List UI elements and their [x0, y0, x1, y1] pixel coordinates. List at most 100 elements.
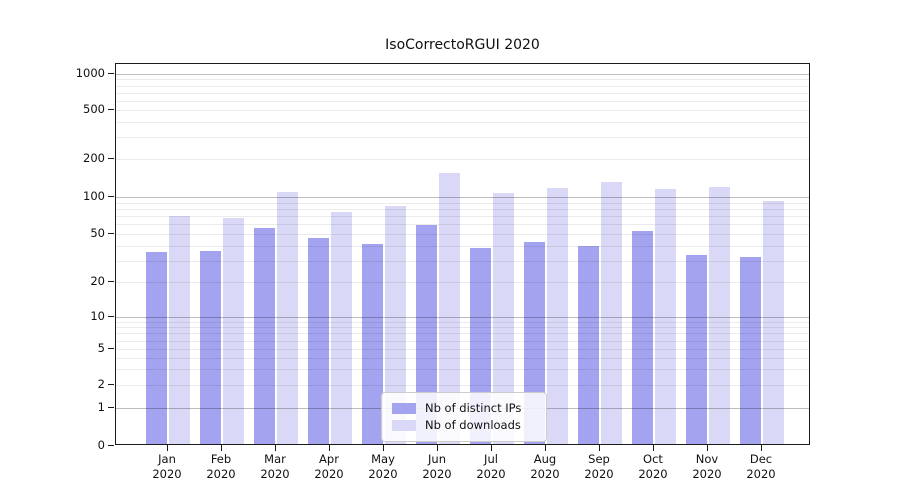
bar-downloads-may — [385, 206, 406, 444]
gridline-y-800 — [116, 85, 809, 87]
gridline-y-100 — [116, 197, 809, 198]
bar-ips-sep — [578, 246, 599, 444]
x-tick-label-dec: Dec 2020 — [746, 452, 776, 481]
bar-downloads-jan — [169, 215, 190, 444]
x-tick-label-apr: Apr 2020 — [314, 452, 344, 481]
y-tick-50 — [108, 232, 114, 234]
y-tick-label-100: 100 — [83, 189, 105, 203]
legend-label-distinct-ips: Nb of distinct IPs — [425, 401, 522, 415]
x-tick-label-jun: Jun 2020 — [422, 452, 452, 481]
gridline-y-200 — [116, 159, 809, 160]
bar-ips-jan — [146, 252, 167, 444]
y-tick-100 — [108, 195, 114, 197]
x-tick-oct — [652, 445, 654, 451]
bar-ips-mar — [254, 227, 275, 444]
gridline-y-5 — [116, 349, 809, 350]
gridline-y-10 — [116, 317, 809, 318]
bar-downloads-feb — [223, 218, 244, 444]
x-tick-label-jan: Jan 2020 — [152, 452, 182, 481]
y-tick-label-0: 0 — [97, 438, 105, 452]
bar-downloads-jun — [439, 172, 460, 444]
x-tick-feb — [220, 445, 222, 451]
bar-downloads-jul — [493, 193, 514, 444]
y-tick-20 — [108, 280, 114, 282]
gridline-y-70 — [116, 216, 809, 218]
gridline-y-30 — [116, 260, 809, 262]
gridline-y-20 — [116, 282, 809, 283]
bar-downloads-oct — [655, 188, 676, 444]
y-tick-label-200: 200 — [83, 151, 105, 165]
x-tick-label-aug: Aug 2020 — [530, 452, 560, 481]
x-tick-aug — [544, 445, 546, 451]
gridline-y-50 — [116, 234, 809, 235]
legend-swatch-distinct-ips — [392, 402, 416, 414]
y-tick-label-2: 2 — [97, 377, 105, 391]
y-tick-label-50: 50 — [90, 226, 105, 240]
x-tick-label-nov: Nov 2020 — [692, 452, 722, 481]
x-tick-label-feb: Feb 2020 — [206, 452, 236, 481]
bar-ips-jun — [416, 225, 437, 444]
bar-ips-dec — [740, 257, 761, 444]
legend-label-downloads: Nb of downloads — [425, 418, 521, 432]
x-tick-jul — [490, 445, 492, 451]
bar-ips-may — [362, 243, 383, 444]
bar-downloads-dec — [763, 201, 784, 444]
y-tick-label-5: 5 — [97, 341, 105, 355]
gridline-y-90 — [116, 202, 809, 204]
x-tick-label-may: May 2020 — [368, 452, 398, 481]
x-tick-sep — [598, 445, 600, 451]
bar-downloads-mar — [277, 192, 298, 444]
gridline-y-900 — [116, 79, 809, 81]
bar-downloads-sep — [601, 181, 622, 444]
y-tick-1 — [108, 406, 114, 408]
gridline-y-700 — [116, 92, 809, 94]
gridline-y-60 — [116, 224, 809, 226]
y-tick-label-10: 10 — [90, 309, 105, 323]
gridline-y-1000 — [116, 74, 809, 75]
legend-item-downloads: Nb of downloads — [392, 417, 536, 433]
gridline-y-400 — [116, 121, 809, 123]
bar-ips-nov — [686, 255, 707, 444]
bar-ips-oct — [632, 230, 653, 444]
legend-swatch-downloads — [392, 419, 416, 431]
y-tick-0 — [108, 444, 114, 446]
gridline-y-500 — [116, 110, 809, 111]
x-tick-dec — [760, 445, 762, 451]
gridline-y-8 — [116, 327, 809, 329]
x-tick-label-sep: Sep 2020 — [584, 452, 614, 481]
x-tick-label-jul: Jul 2020 — [476, 452, 506, 481]
gridline-y-40 — [116, 245, 809, 247]
gridline-y-80 — [116, 208, 809, 210]
gridline-y-3 — [116, 369, 809, 371]
gridline-y-4 — [116, 357, 809, 359]
bar-downloads-aug — [547, 187, 568, 444]
plot-area — [115, 63, 810, 445]
legend: Nb of distinct IPs Nb of downloads — [381, 392, 547, 442]
x-tick-label-mar: Mar 2020 — [260, 452, 290, 481]
bar-downloads-apr — [331, 211, 352, 444]
gridline-y-600 — [116, 100, 809, 102]
x-tick-jun — [436, 445, 438, 451]
x-tick-may — [382, 445, 384, 451]
bar-ips-apr — [308, 237, 329, 444]
gridline-y-2 — [116, 385, 809, 386]
y-tick-label-20: 20 — [90, 274, 105, 288]
y-tick-label-500: 500 — [83, 102, 105, 116]
y-tick-200 — [108, 157, 114, 159]
y-tick-1000 — [108, 72, 114, 74]
y-tick-5 — [108, 347, 114, 349]
y-tick-2 — [108, 383, 114, 385]
y-tick-label-1000: 1000 — [75, 66, 105, 80]
x-tick-label-oct: Oct 2020 — [638, 452, 668, 481]
x-tick-apr — [328, 445, 330, 451]
y-tick-label-1: 1 — [97, 400, 105, 414]
legend-item-distinct-ips: Nb of distinct IPs — [392, 400, 536, 416]
bar-downloads-nov — [709, 186, 730, 444]
gridline-y-6 — [116, 340, 809, 342]
x-tick-jan — [166, 445, 168, 451]
x-tick-nov — [706, 445, 708, 451]
bar-ips-feb — [200, 250, 221, 444]
x-tick-mar — [274, 445, 276, 451]
gridline-y-300 — [116, 137, 809, 139]
